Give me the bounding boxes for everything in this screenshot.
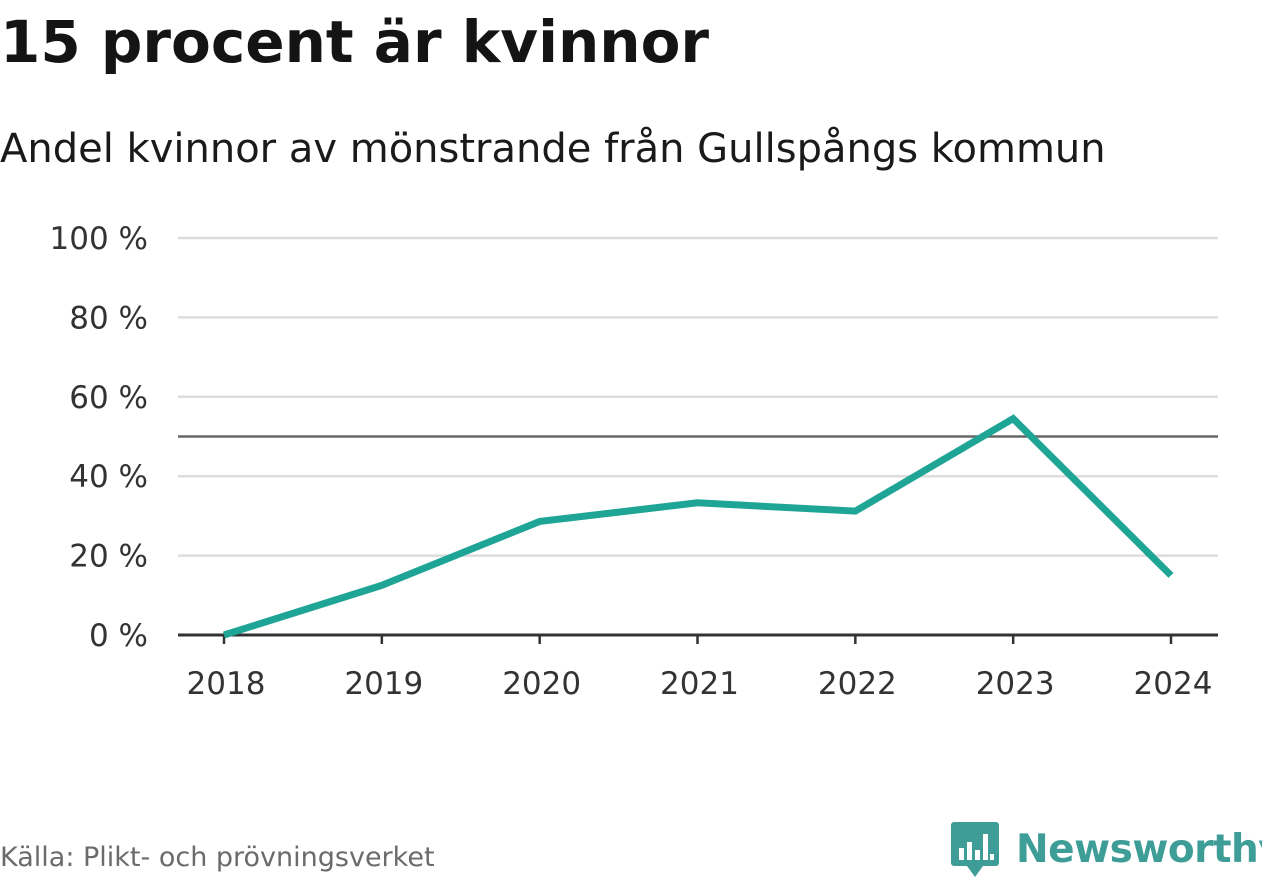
series-line	[224, 419, 1171, 635]
y-tick-label: 40 %	[69, 459, 148, 495]
y-tick-label: 0 %	[89, 618, 148, 654]
series-group	[224, 419, 1171, 636]
gridlines	[178, 238, 1218, 556]
y-tick-labels: 0 % 20 % 40 % 60 % 80 % 100 %	[50, 221, 148, 654]
x-tick-label: 2019	[344, 666, 423, 702]
y-tick-label: 80 %	[69, 300, 148, 336]
x-tick-label: 2023	[976, 666, 1055, 702]
y-tick-label: 60 %	[69, 380, 148, 416]
x-tick-label: 2018	[187, 666, 266, 702]
source-note: Källa: Plikt- och prövningsverket	[0, 840, 435, 876]
x-tick-label: 2022	[818, 666, 897, 702]
x-tick-label: 2020	[502, 666, 581, 702]
brand-name: Newsworthy	[1016, 827, 1262, 872]
y-tick-label: 100 %	[50, 221, 148, 257]
x-tick-label: 2024	[1134, 666, 1213, 702]
bar-chart-speech-bubble-icon	[950, 820, 1000, 878]
x-tick-label: 2021	[660, 666, 739, 702]
x-axis	[178, 635, 1218, 644]
brand-logo: Newsworthy	[950, 818, 1262, 880]
y-tick-label: 20 %	[69, 539, 148, 575]
x-tick-labels: 2018 2019 2020 2021 2022 2023 2024	[187, 666, 1213, 702]
